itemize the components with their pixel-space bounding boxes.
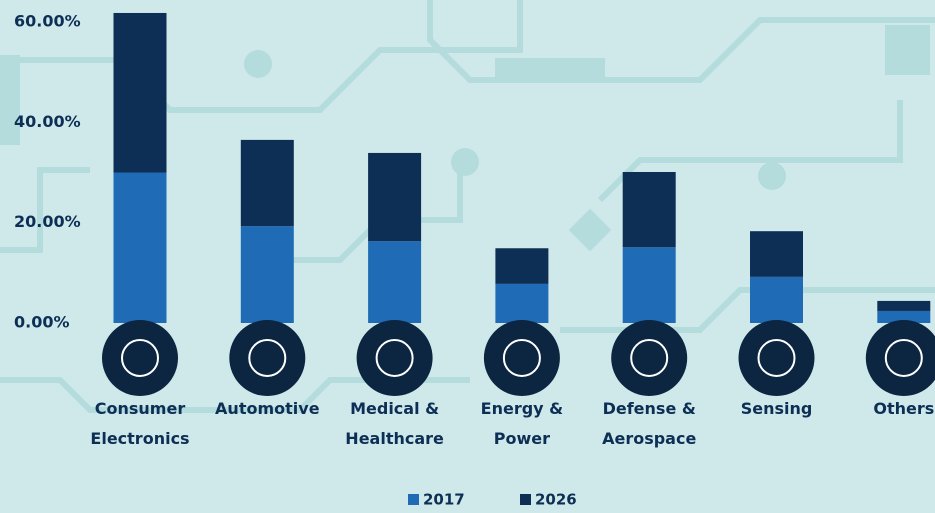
label-line: Others (873, 399, 934, 418)
label-line: Automotive (215, 399, 320, 418)
label-line: Healthcare (345, 429, 444, 448)
y-tick-label: 40.00% (14, 112, 81, 131)
y-tick-label: 0.00% (14, 313, 70, 332)
label-line: Electronics (90, 429, 189, 448)
category-icon (484, 320, 560, 396)
bar-segment (495, 248, 548, 284)
bar-segment (241, 226, 294, 323)
label-line: Power (494, 429, 550, 448)
label-line: Medical & (350, 399, 439, 418)
bar-segment (750, 277, 803, 323)
category-icon (739, 320, 815, 396)
bar-segment (623, 247, 676, 323)
bar-segment (241, 140, 294, 226)
label-line: Energy & (481, 399, 564, 418)
x-tick-label: Others (873, 399, 934, 418)
legend-swatch (408, 494, 419, 505)
category-icon (357, 320, 433, 396)
label-line: Aerospace (602, 429, 696, 448)
x-tick-label: Sensing (741, 399, 813, 418)
legend-label: 2017 (423, 491, 465, 509)
bar-segment (877, 301, 930, 311)
x-tick-label: Automotive (215, 399, 320, 418)
category-icon (229, 320, 305, 396)
label-line: Defense & (603, 399, 696, 418)
y-tick-label: 20.00% (14, 212, 81, 231)
bar-segment (114, 13, 167, 173)
bar-segment (623, 172, 676, 247)
label-line: Sensing (741, 399, 813, 418)
bar-segment (750, 231, 803, 277)
bar-segment (368, 241, 421, 323)
label-line: Consumer (95, 399, 186, 418)
category-icon (611, 320, 687, 396)
bar-segment (495, 284, 548, 323)
bar-segment (368, 153, 421, 241)
legend-swatch (520, 494, 531, 505)
legend-label: 2026 (535, 491, 577, 509)
y-tick-label: 60.00% (14, 12, 81, 31)
chart: 0.00% 20.00% 40.00% 60.00% Consumer Electroni… (0, 0, 935, 513)
category-icon (102, 320, 178, 396)
bar-segment (114, 173, 167, 324)
